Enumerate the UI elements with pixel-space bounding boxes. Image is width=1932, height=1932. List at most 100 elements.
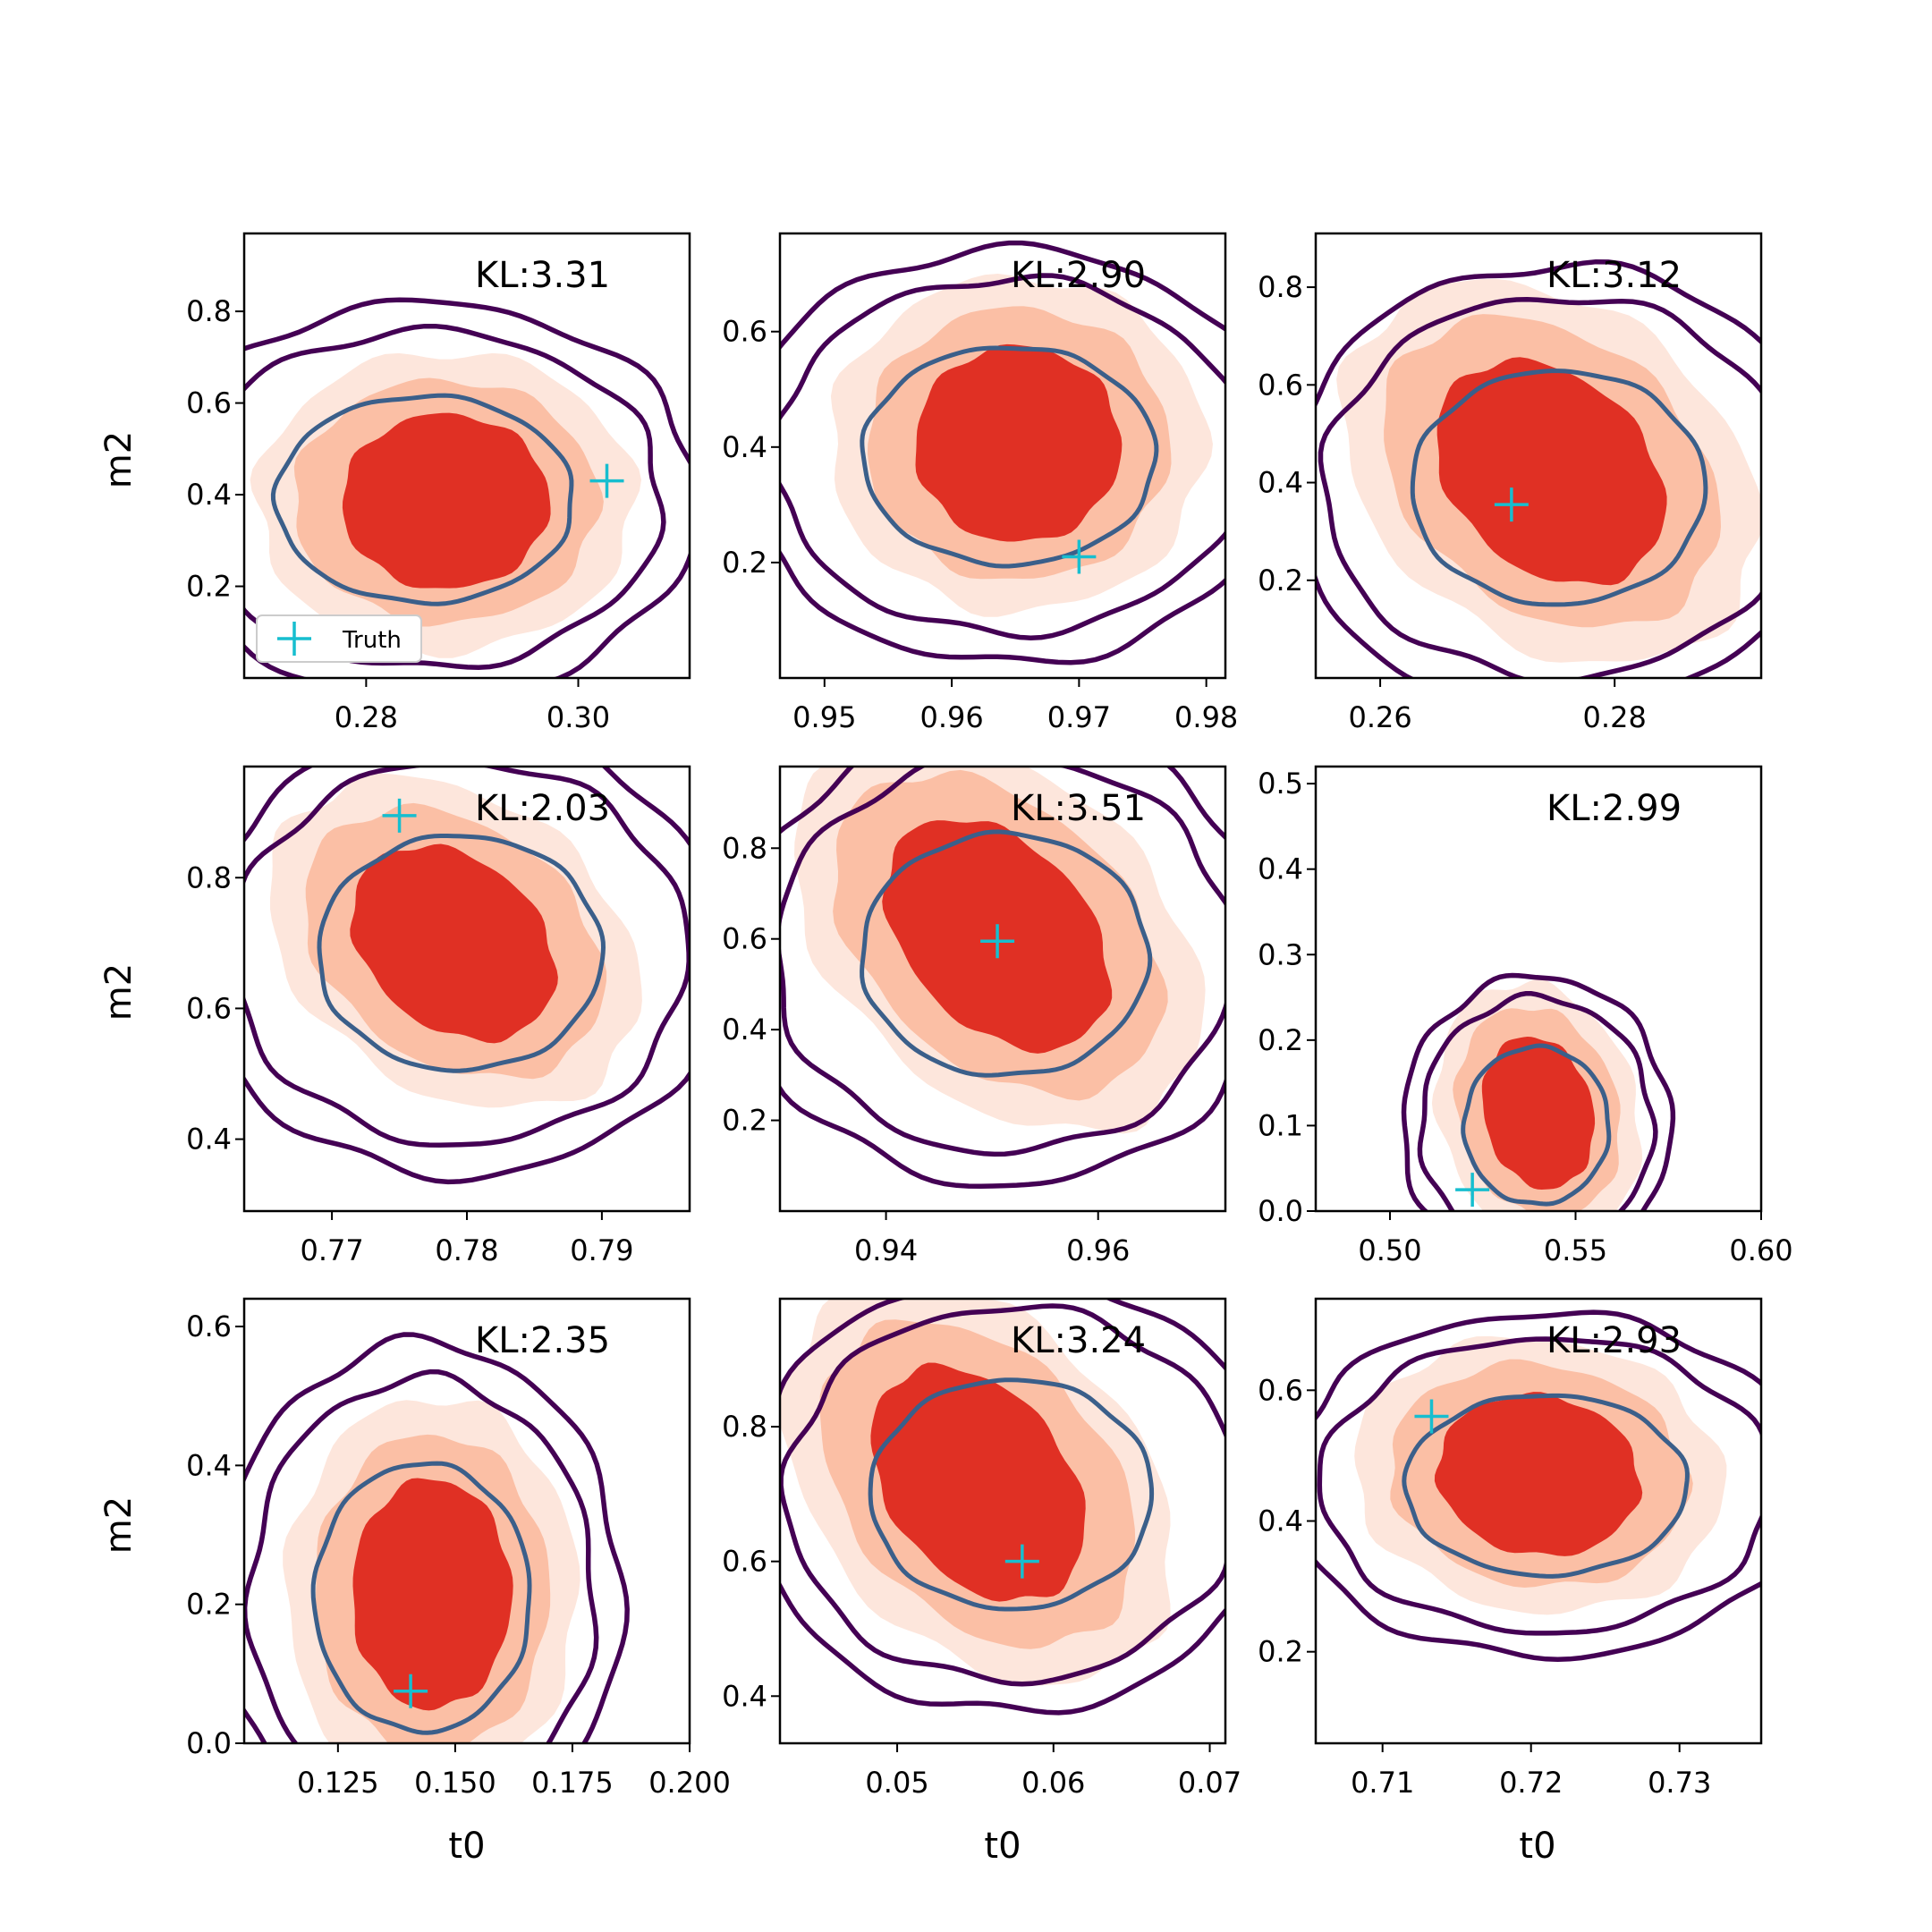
x-tick-label: 0.71 (1351, 1766, 1414, 1800)
contour-outer (1316, 1309, 1761, 1663)
y-tick-label: 0.4 (1258, 466, 1303, 500)
contour-middle (780, 767, 1225, 1157)
y-tick-label: 0.2 (1258, 564, 1303, 597)
y-tick-label: 0.6 (1258, 1373, 1303, 1407)
density-fill-inner (352, 1478, 513, 1711)
density-fill-inner (1481, 1037, 1596, 1190)
x-tick-label: 0.94 (854, 1233, 918, 1267)
y-tick-label: 0.1 (1258, 1108, 1303, 1142)
y-tick-label: 0.4 (186, 478, 232, 512)
axes-frame (778, 765, 1227, 1213)
density-fill-inner (350, 843, 558, 1044)
x-axis-label-col-1: t0 (448, 1826, 485, 1867)
y-tick-label: 0.8 (1258, 270, 1303, 304)
y-tick-label: 0.6 (1258, 368, 1303, 402)
x-tick-label: 0.28 (1583, 700, 1647, 734)
contour-inner (270, 393, 574, 606)
contour-outer (244, 1332, 630, 1743)
panel-2: KL:2.90 0.95 0.96 0.97 0.98 0.2 0.4 0.6 (722, 232, 1238, 734)
contour-inner (1461, 1043, 1612, 1207)
axes-frame (242, 232, 691, 680)
contour-outer (780, 1299, 1225, 1716)
density-fill-inner (1434, 1392, 1643, 1556)
y-tick-label: 0.4 (722, 1679, 767, 1713)
contour-inner (317, 834, 606, 1073)
y-axis-label-row-3: m2 (98, 1496, 140, 1554)
contour-middle (244, 767, 690, 1148)
y-tick-label: 0.4 (186, 1448, 232, 1482)
contour-outer (1401, 972, 1676, 1211)
density-fill-inner (870, 1362, 1086, 1602)
y-tick-label: 0.8 (722, 1410, 767, 1444)
panel-7: KL:2.35 0.125 0.150 0.175 0.200 0.0 0.2 0.4 0.6 (186, 1297, 731, 1800)
truth-marker (1494, 487, 1529, 522)
kl-annotation: KL:3.24 (1011, 1320, 1146, 1361)
y-tick-label: 0.6 (186, 386, 232, 420)
contour-middle (780, 273, 1225, 640)
panel-8: KL:3.24 0.05 0.06 0.07 0.4 0.6 0.8 (722, 1297, 1241, 1800)
y-tick-label: 0.2 (1258, 1023, 1303, 1057)
x-tick-label: 0.175 (531, 1766, 614, 1800)
density-fill-inner (915, 343, 1123, 542)
y-tick-label: 0.6 (186, 991, 232, 1025)
truth-marker (382, 798, 417, 833)
legend: Truth (256, 614, 422, 663)
plot-area (244, 1332, 630, 1743)
x-tick-label: 0.79 (570, 1233, 633, 1267)
legend-box (256, 614, 422, 663)
y-tick-label: 0.6 (722, 922, 767, 956)
x-tick-label: 0.150 (414, 1766, 496, 1800)
x-tick-label: 0.77 (300, 1233, 363, 1267)
plot-area (780, 767, 1225, 1189)
contour-outer (780, 240, 1225, 665)
x-tick-label: 0.200 (648, 1766, 731, 1800)
truth-marker (1004, 1544, 1039, 1579)
panel-grid: KL:3.31 0.28 0.30 0.2 0.4 0.6 0.8 Truth KL:2.90 0… (186, 232, 1793, 1800)
x-tick-label: 0.96 (1066, 1233, 1130, 1267)
panel-9: KL:2.93 0.71 0.72 0.73 0.2 0.4 0.6 (1258, 1297, 1763, 1800)
x-tick-label: 0.72 (1499, 1766, 1563, 1800)
plot-area (780, 240, 1225, 665)
axes-frame (778, 1297, 1227, 1745)
axes-frame (242, 1297, 691, 1745)
density-fill-inner (342, 412, 551, 589)
contour-inner (1410, 369, 1708, 607)
x-tick-label: 0.30 (547, 700, 610, 734)
y-tick-label: 0.4 (186, 1123, 232, 1157)
y-tick-label: 0.4 (1258, 852, 1303, 886)
x-tick-label: 0.73 (1648, 1766, 1711, 1800)
x-tick-label: 0.55 (1544, 1233, 1607, 1267)
contour-inner (860, 345, 1159, 569)
contour-inner (310, 1461, 532, 1735)
panel-6: KL:2.99 0.50 0.55 0.60 0.0 0.1 0.2 0.3 0.4 0.5 (1258, 765, 1793, 1267)
kl-annotation: KL:2.93 (1546, 1320, 1682, 1361)
y-tick-label: 0.5 (1258, 767, 1303, 801)
y-tick-label: 0.4 (722, 1013, 767, 1046)
x-tick-label: 0.125 (297, 1766, 379, 1800)
axes-frame (1314, 765, 1763, 1213)
panel-1: KL:3.31 0.28 0.30 0.2 0.4 0.6 0.8 Truth (186, 232, 691, 734)
contour-middle (244, 323, 666, 671)
x-tick-label: 0.50 (1358, 1233, 1421, 1267)
y-tick-label: 0.8 (186, 294, 232, 328)
contour-inner (1402, 1393, 1690, 1579)
x-tick-label: 0.28 (335, 700, 398, 734)
contour-middle (244, 1368, 599, 1743)
kl-annotation: KL:3.51 (1011, 788, 1146, 829)
y-tick-label: 0.4 (722, 430, 767, 464)
contour-outer (244, 297, 690, 678)
y-tick-label: 0.2 (722, 1104, 767, 1138)
density-fill-inner (1436, 357, 1667, 586)
y-tick-label: 0.8 (722, 831, 767, 865)
legend-truth-marker (277, 622, 311, 656)
x-tick-label: 0.60 (1729, 1233, 1792, 1267)
x-tick-label: 0.05 (865, 1766, 928, 1800)
truth-marker (394, 1674, 428, 1708)
x-axis-label-col-2: t0 (984, 1826, 1021, 1867)
kl-annotation: KL:2.90 (1011, 255, 1146, 296)
truth-marker (589, 463, 624, 498)
contour-middle (1317, 1336, 1761, 1636)
truth-marker (1455, 1173, 1490, 1208)
plot-area (1316, 258, 1761, 678)
